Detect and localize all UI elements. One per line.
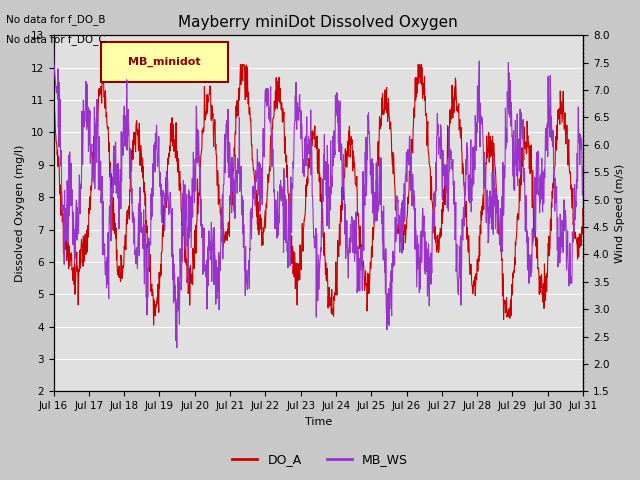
Text: MB_minidot: MB_minidot bbox=[129, 57, 201, 67]
Title: Mayberry miniDot Dissolved Oxygen: Mayberry miniDot Dissolved Oxygen bbox=[179, 15, 458, 30]
FancyBboxPatch shape bbox=[101, 42, 228, 82]
Y-axis label: Wind Speed (m/s): Wind Speed (m/s) bbox=[615, 164, 625, 263]
X-axis label: Time: Time bbox=[305, 417, 332, 427]
Text: No data for f_DO_B: No data for f_DO_B bbox=[6, 14, 106, 25]
Text: No data for f_DO_C: No data for f_DO_C bbox=[6, 34, 106, 45]
Y-axis label: Dissolved Oxygen (mg/l): Dissolved Oxygen (mg/l) bbox=[15, 144, 25, 282]
Legend: DO_A, MB_WS: DO_A, MB_WS bbox=[227, 448, 413, 471]
